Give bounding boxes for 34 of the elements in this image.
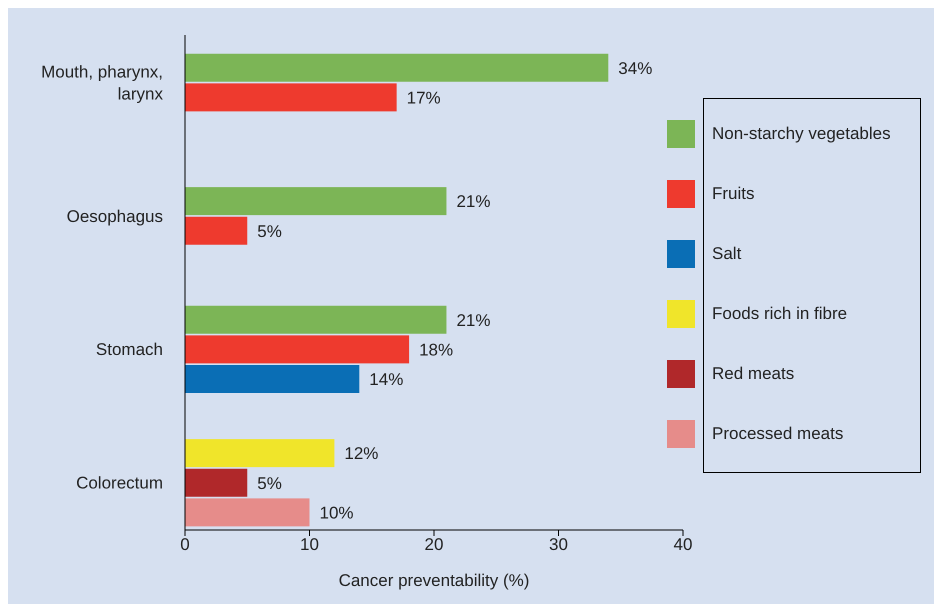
legend-label: Processed meats bbox=[712, 424, 844, 444]
x-tick-label: 30 bbox=[549, 535, 568, 554]
x-tick-label: 20 bbox=[424, 535, 444, 554]
x-tick-label: 40 bbox=[674, 535, 692, 554]
legend-label: Salt bbox=[712, 244, 742, 264]
data-label: 10% bbox=[320, 503, 354, 522]
data-label: 34% bbox=[618, 58, 652, 78]
y-tick-label: Oesophagus bbox=[66, 206, 163, 226]
bar bbox=[185, 439, 334, 468]
bar bbox=[185, 54, 608, 82]
x-axis-title: Cancer preventability (%) bbox=[338, 571, 530, 590]
data-label: 12% bbox=[344, 444, 378, 464]
bar bbox=[185, 83, 397, 112]
data-label: 14% bbox=[369, 370, 404, 390]
x-tick-label: 10 bbox=[300, 535, 319, 554]
bar bbox=[185, 468, 248, 497]
y-tick-label: Colorectum bbox=[76, 474, 163, 493]
data-label: 21% bbox=[456, 192, 490, 212]
legend-label: Fruits bbox=[712, 184, 754, 204]
bar bbox=[185, 306, 446, 334]
x-tick-label: 0 bbox=[180, 535, 190, 554]
data-label: 21% bbox=[456, 310, 490, 330]
y-tick-label: Stomach bbox=[96, 340, 163, 360]
bar bbox=[185, 365, 360, 394]
data-label: 17% bbox=[406, 88, 441, 108]
legend-label: Non-starchy vegetables bbox=[712, 124, 891, 144]
y-tick-label: Mouth, pharynx, larynx bbox=[41, 62, 164, 104]
data-label: 5% bbox=[257, 474, 282, 493]
legend-label: Red meats bbox=[712, 364, 794, 384]
data-label: 5% bbox=[257, 222, 282, 241]
legend-label: Foods rich in fibre bbox=[712, 304, 848, 324]
bar bbox=[185, 335, 410, 364]
bar bbox=[185, 498, 310, 526]
data-label: 18% bbox=[419, 340, 454, 360]
